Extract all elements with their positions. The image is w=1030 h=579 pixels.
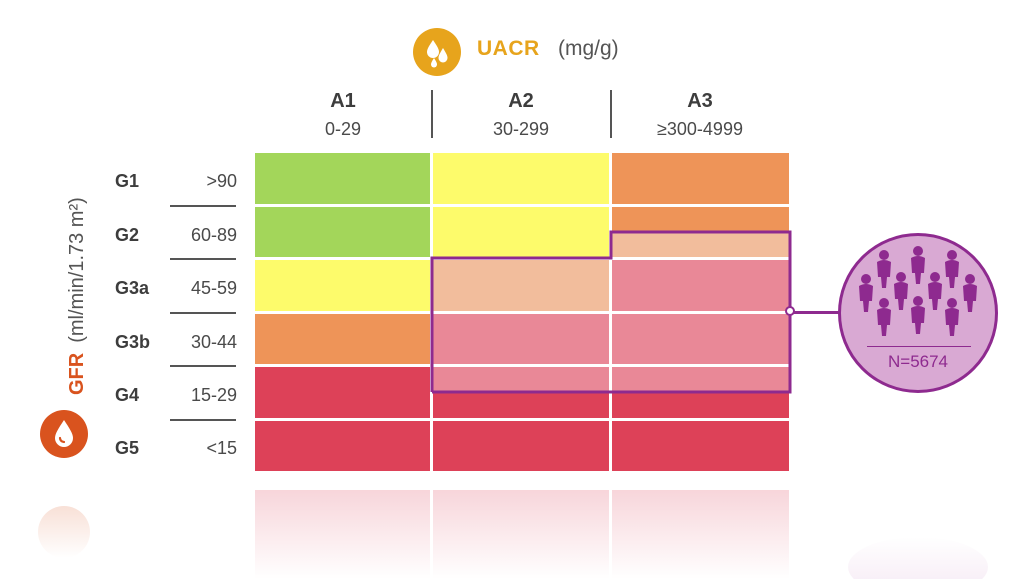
row-code: G1 <box>115 170 140 191</box>
risk-cell-g4-a1 <box>255 367 430 418</box>
row-label-g4: G4 15-29 <box>115 369 237 421</box>
row-label-g3b: G3b 30-44 <box>115 316 237 368</box>
risk-cell-g4-a3-top <box>612 367 789 392</box>
column-code: A3 <box>687 90 713 112</box>
column-code: A2 <box>508 90 534 112</box>
risk-cell-g4-a2-top <box>433 367 609 392</box>
row-label-g3a: G3a 45-59 <box>115 262 237 314</box>
column-header-a3: A3 ≥300-4999 <box>611 90 789 140</box>
row-divider <box>170 312 236 314</box>
risk-cell-g4-a3-bottom <box>612 392 789 418</box>
row-range: 45-59 <box>190 277 237 298</box>
row-divider <box>170 205 236 207</box>
connector-dot <box>785 306 795 316</box>
risk-cell-g3a-a3 <box>612 260 789 311</box>
column-header-a2: A2 30-299 <box>432 90 610 140</box>
row-range: 30-44 <box>190 331 237 352</box>
risk-cell-g1-a2 <box>433 153 609 204</box>
risk-cell-g5-a3 <box>612 421 789 471</box>
column-code: A1 <box>330 90 356 112</box>
column-range: ≥300-4999 <box>657 119 743 139</box>
population-divider <box>867 346 971 347</box>
risk-cell-g5-a2 <box>433 421 609 471</box>
risk-cell-g2-a1 <box>255 207 430 257</box>
row-code: G5 <box>115 437 140 458</box>
risk-cell-g2-a3-top <box>612 207 789 232</box>
risk-cell-g3b-a3 <box>612 314 789 364</box>
risk-cell-g2-a2 <box>433 207 609 257</box>
column-range: 0-29 <box>324 119 362 139</box>
row-code: G4 <box>115 384 140 405</box>
risk-cell-g3b-a2 <box>433 314 609 364</box>
population-count: N=5674 <box>887 352 949 371</box>
row-divider <box>170 419 236 421</box>
row-label-g1: G1 >90 <box>115 155 237 207</box>
row-code: G3b <box>115 331 151 352</box>
column-range: 30-299 <box>492 119 550 139</box>
row-code: G3a <box>115 277 150 298</box>
risk-cell-g3b-a1 <box>255 314 430 364</box>
risk-cell-g4-a2-bottom <box>433 392 609 418</box>
uacr-drops-icon <box>413 28 461 76</box>
uacr-unit: (mg/g) <box>558 37 619 60</box>
row-range: <15 <box>206 437 237 458</box>
row-divider <box>170 365 236 367</box>
risk-cell-g2-a3-bottom <box>612 232 789 257</box>
reflection <box>38 490 988 579</box>
row-range: 15-29 <box>190 384 237 405</box>
connector-line <box>790 311 840 314</box>
column-separator <box>610 90 612 138</box>
row-divider <box>170 258 236 260</box>
column-header-a1: A1 0-29 <box>254 90 432 140</box>
uacr-title: UACR <box>477 37 540 60</box>
column-separator <box>431 90 433 138</box>
risk-cell-g3a-a2 <box>433 260 609 311</box>
row-range: 60-89 <box>190 224 237 245</box>
risk-cell-g1-a3 <box>612 153 789 204</box>
row-label-g2: G2 60-89 <box>115 209 237 261</box>
row-range: >90 <box>206 170 237 191</box>
row-label-g5: G5 <15 <box>115 422 237 474</box>
gfr-drop-icon <box>40 410 88 458</box>
risk-cell-g3a-a1 <box>255 260 430 311</box>
risk-cell-g5-a1 <box>255 421 430 471</box>
people-icon <box>859 246 977 336</box>
risk-cell-g1-a1 <box>255 153 430 204</box>
row-code: G2 <box>115 224 140 245</box>
